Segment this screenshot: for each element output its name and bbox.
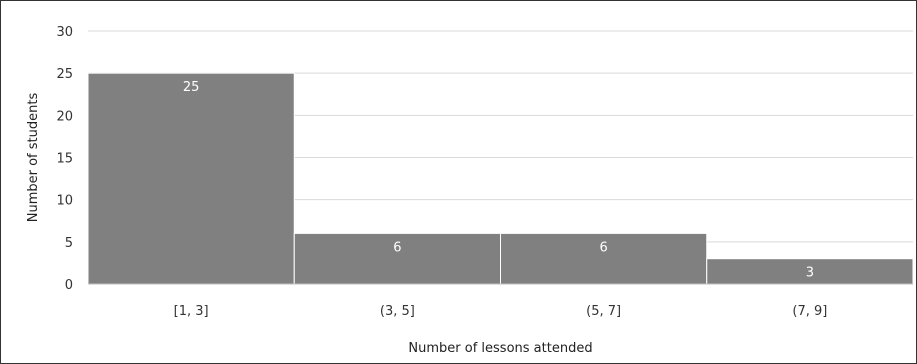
bar-data-label: 3 — [806, 266, 814, 281]
x-tick-labels: [1, 3] (3, 5] (5, 7] (7, 9] — [174, 304, 828, 319]
bar-3 — [706, 258, 914, 285]
x-tick-label: (5, 7] — [586, 304, 621, 319]
x-tick-label: (3, 5] — [380, 304, 415, 319]
y-tick-label: 20 — [56, 109, 73, 124]
x-tick-label: [1, 3] — [174, 304, 209, 319]
bar-data-label: 25 — [183, 80, 200, 95]
y-tick-labels: 0 5 10 15 20 25 30 — [56, 25, 73, 293]
x-axis-label: Number of lessons attended — [408, 341, 592, 356]
y-axis-label: Number of students — [26, 93, 41, 223]
bar-data-label: 6 — [599, 240, 607, 255]
x-tick-label: (7, 9] — [792, 304, 827, 319]
y-tick-label: 15 — [56, 152, 73, 167]
y-tick-label: 30 — [56, 25, 73, 40]
y-tick-label: 10 — [56, 194, 73, 209]
y-tick-label: 0 — [65, 278, 73, 293]
bar-data-label: 6 — [393, 240, 401, 255]
y-tick-label: 5 — [65, 236, 73, 251]
bars-group: 25 6 6 3 — [87, 72, 914, 285]
y-tick-label: 25 — [56, 67, 73, 82]
bar-0 — [87, 72, 295, 285]
